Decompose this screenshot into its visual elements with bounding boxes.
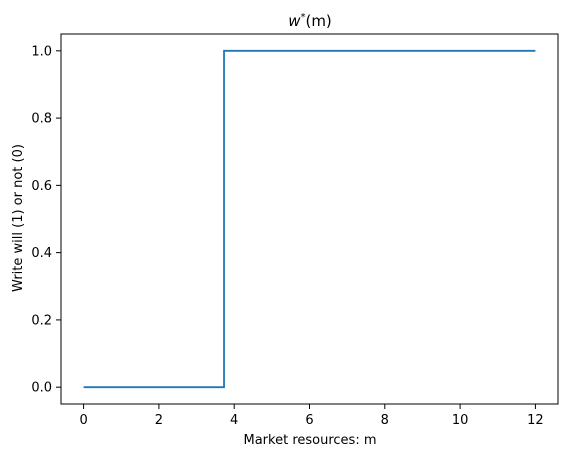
- x-tick-label: 2: [155, 413, 163, 428]
- x-tick-label: 10: [452, 413, 469, 428]
- x-tick-label: 8: [381, 413, 389, 428]
- chart-title-base: w: [288, 12, 301, 30]
- axis-ticks: 0 2 4 6 8 10 12 0.0 0.2 0.4 0.6 0.8 1.0: [31, 44, 543, 428]
- x-tick-label: 12: [527, 413, 544, 428]
- y-tick-label: 0.8: [31, 112, 52, 127]
- y-tick-label: 1.0: [31, 44, 52, 59]
- y-tick-label: 0.0: [31, 381, 52, 396]
- chart-title-sup: *: [300, 12, 305, 23]
- series-line-0: [83, 49, 536, 389]
- plot-area: [60, 33, 559, 405]
- x-tick-label: 6: [305, 413, 313, 428]
- chart-title: w*(m): [288, 12, 332, 30]
- y-tick-label: 0.6: [31, 179, 52, 194]
- axes-frame: [60, 33, 559, 405]
- x-tick-label: 4: [230, 413, 238, 428]
- x-tick-label: 0: [79, 413, 87, 428]
- y-tick-label: 0.2: [31, 313, 52, 328]
- y-tick-label: 0.4: [31, 246, 52, 261]
- x-axis-label: Market resources: m: [244, 433, 377, 448]
- chart-title-rest: (m): [305, 12, 331, 30]
- y-axis-label: Write will (1) or not (0): [11, 144, 26, 292]
